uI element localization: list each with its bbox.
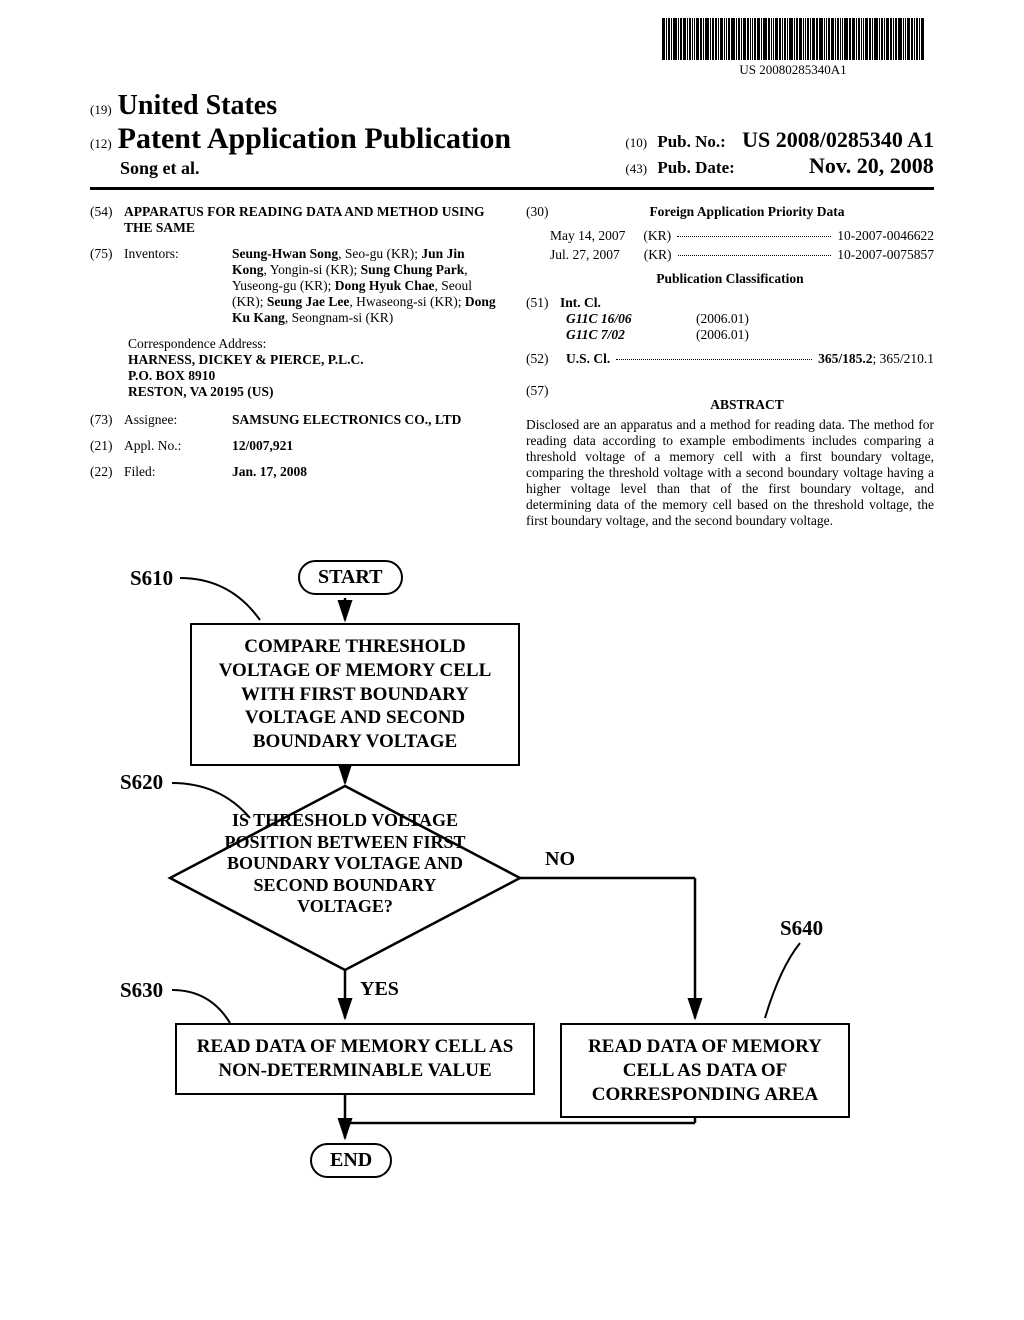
correspondence-label: Correspondence Address: [128,336,498,352]
abstract-text: Disclosed are an apparatus and a method … [526,417,934,529]
filed-value: Jan. 17, 2008 [232,464,498,480]
filed-label: Filed: [124,464,232,480]
foreign-title: Foreign Application Priority Data [560,204,934,220]
pubno-code: (10) [625,135,647,150]
intcl-class: G11C 16/06 [566,311,656,327]
divider-thick [90,187,934,190]
dotted-leader [678,255,832,256]
flowchart-start: START [298,560,403,595]
country-code: (19) [90,102,112,118]
priority-num: 10-2007-0046622 [837,228,934,244]
applno-code: (21) [90,438,124,454]
patent-page: US 20080285340A1 (19) United States (12)… [0,0,1024,1320]
step-s640: READ DATA OF MEMORY CELL AS DATA OF CORR… [560,1023,850,1118]
pub-type: Patent Application Publication [118,122,511,156]
uscl-label: U.S. Cl. [566,351,610,367]
correspondence-line-2: P.O. BOX 8910 [128,368,498,384]
inventors-label: Inventors: [124,246,232,326]
correspondence-line-1: HARNESS, DICKEY & PIERCE, P.L.C. [128,352,498,368]
bibliographic-data: (54) APPARATUS FOR READING DATA AND METH… [90,204,934,529]
correspondence-block: Correspondence Address: HARNESS, DICKEY … [128,336,498,400]
step-s630: READ DATA OF MEMORY CELL AS NON-DETERMIN… [175,1023,535,1095]
priority-country: (KR) [643,228,671,244]
step-s610: COMPARE THRESHOLD VOLTAGE OF MEMORY CELL… [190,623,520,766]
priority-row: Jul. 27, 2007 (KR) 10-2007-0075857 [550,247,934,263]
foreign-code: (30) [526,204,560,220]
assignee-code: (73) [90,412,124,428]
barcode-graphic [662,18,924,60]
abstract-title: ABSTRACT [560,397,934,413]
dotted-leader [616,359,812,360]
priority-num: 10-2007-0075857 [837,247,934,263]
filed-code: (22) [90,464,124,480]
biblio-left-col: (54) APPARATUS FOR READING DATA AND METH… [90,204,498,529]
pubdate-value: Nov. 20, 2008 [809,153,934,178]
inventors-list: Seung-Hwan Song, Seo-gu (KR); Jun Jin Ko… [232,246,498,326]
step-s620: IS THRESHOLD VOLTAGE POSITION BETWEEN FI… [215,810,475,918]
barcode-block: US 20080285340A1 [662,18,924,78]
abstract-code: (57) [526,383,560,413]
assignee-value: SAMSUNG ELECTRONICS CO., LTD [232,412,498,428]
title-code: (54) [90,204,124,236]
uscl-value: 365/185.2; 365/210.1 [818,351,934,367]
correspondence-line-3: RESTON, VA 20195 (US) [128,384,498,400]
pubno-label: Pub. No.: [657,132,725,151]
header: (19) United States (12) Patent Applicati… [90,90,934,179]
assignee-label: Assignee: [124,412,232,428]
classification-title: Publication Classification [526,271,934,287]
author-line: Song et al. [120,158,511,179]
uscl-code: (52) [526,351,560,367]
priority-date: May 14, 2007 [550,228,625,244]
flowchart-end: END [310,1143,392,1178]
barcode-text: US 20080285340A1 [662,62,924,78]
biblio-right-col: (30) Foreign Application Priority Data M… [526,204,934,529]
step-label-s620: S620 [120,770,163,795]
intcl-label: Int. Cl. [560,295,601,311]
dotted-leader [677,236,831,237]
intcl-item: G11C 16/06 (2006.01) [566,311,934,327]
intcl-version: (2006.01) [696,327,749,343]
step-label-s630: S630 [120,978,163,1003]
pubno-value: US 2008/0285340 A1 [742,127,934,152]
pubdate-code: (43) [625,161,647,176]
intcl-version: (2006.01) [696,311,749,327]
intcl-item: G11C 7/02 (2006.01) [566,327,934,343]
invention-title: APPARATUS FOR READING DATA AND METHOD US… [124,204,498,236]
step-label-s610: S610 [130,566,173,591]
applno-value: 12/007,921 [232,438,498,454]
priority-date: Jul. 27, 2007 [550,247,620,263]
edge-label-yes: YES [360,978,399,1001]
applno-label: Appl. No.: [124,438,232,454]
intcl-class: G11C 7/02 [566,327,656,343]
intcl-code: (51) [526,295,560,311]
pubdate-label: Pub. Date: [657,158,734,177]
priority-row: May 14, 2007 (KR) 10-2007-0046622 [550,228,934,244]
flowchart: START S610 COMPARE THRESHOLD VOLTAGE OF … [120,548,900,1268]
step-label-s640: S640 [780,916,823,941]
priority-country: (KR) [644,247,672,263]
pub-type-code: (12) [90,136,112,152]
edge-label-no: NO [545,848,575,871]
country-name: United States [118,90,277,122]
inventors-code: (75) [90,246,124,326]
